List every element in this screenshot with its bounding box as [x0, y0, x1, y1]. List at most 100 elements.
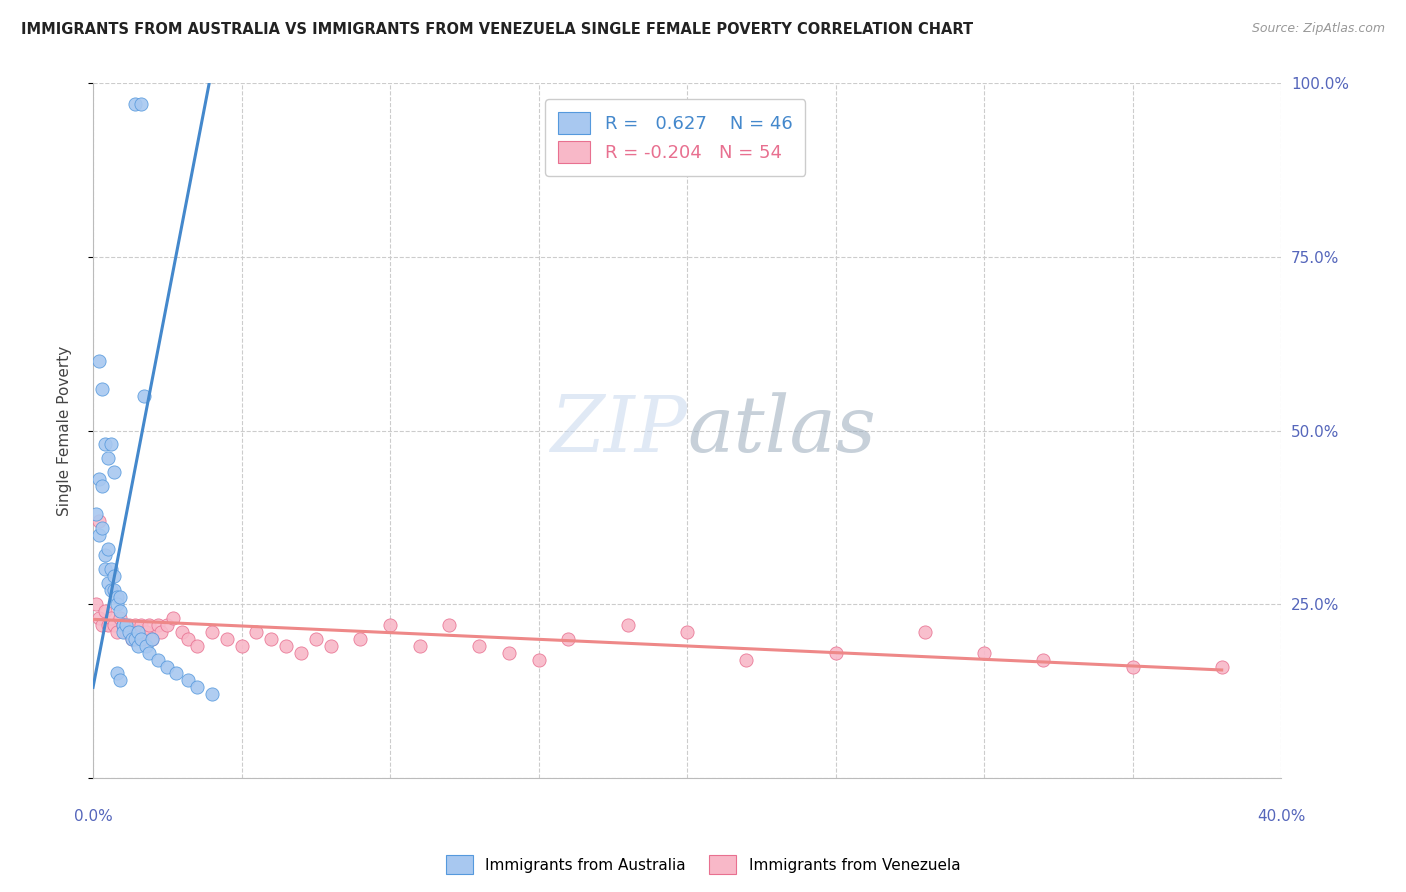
Point: [735, 652, 758, 666]
Point: [129, 632, 152, 646]
Text: 0.0%: 0.0%: [73, 809, 112, 824]
Text: atlas: atlas: [688, 392, 876, 468]
Point: [94, 437, 117, 451]
Point: [1211, 659, 1233, 673]
Point: [121, 632, 143, 646]
Point: [201, 687, 224, 701]
Point: [97, 618, 120, 632]
Point: [409, 639, 432, 653]
Point: [305, 632, 328, 646]
Point: [148, 652, 170, 666]
Point: [108, 673, 131, 688]
Point: [94, 562, 117, 576]
Point: [141, 632, 163, 646]
Point: [186, 639, 208, 653]
Point: [118, 618, 141, 632]
Point: [87, 472, 110, 486]
Point: [132, 389, 155, 403]
Text: 40.0%: 40.0%: [1257, 809, 1305, 824]
Point: [94, 549, 117, 563]
Point: [245, 624, 267, 639]
Point: [87, 354, 110, 368]
Point: [97, 576, 120, 591]
Point: [135, 624, 157, 639]
Point: [100, 611, 122, 625]
Y-axis label: Single Female Poverty: Single Female Poverty: [58, 345, 72, 516]
Legend: R =   0.627    N = 46, R = -0.204   N = 54: R = 0.627 N = 46, R = -0.204 N = 54: [546, 99, 806, 176]
Point: [129, 97, 152, 112]
Point: [177, 632, 200, 646]
Legend: Immigrants from Australia, Immigrants from Venezuela: Immigrants from Australia, Immigrants fr…: [440, 849, 966, 880]
Point: [105, 666, 128, 681]
Point: [97, 451, 120, 466]
Point: [260, 632, 283, 646]
Point: [103, 618, 125, 632]
Point: [90, 382, 112, 396]
Point: [914, 624, 936, 639]
Point: [90, 479, 112, 493]
Point: [84, 507, 107, 521]
Point: [124, 632, 146, 646]
Point: [105, 590, 128, 604]
Point: [100, 583, 122, 598]
Point: [87, 514, 110, 528]
Point: [105, 624, 128, 639]
Point: [108, 590, 131, 604]
Point: [177, 673, 200, 688]
Point: [231, 639, 253, 653]
Point: [527, 652, 550, 666]
Point: [100, 562, 122, 576]
Point: [162, 611, 184, 625]
Text: ZIP: ZIP: [550, 392, 688, 468]
Point: [824, 646, 846, 660]
Point: [103, 465, 125, 479]
Point: [156, 659, 179, 673]
Point: [114, 624, 136, 639]
Point: [114, 618, 136, 632]
Point: [973, 646, 995, 660]
Point: [127, 624, 149, 639]
Text: IMMIGRANTS FROM AUSTRALIA VS IMMIGRANTS FROM VENEZUELA SINGLE FEMALE POVERTY COR: IMMIGRANTS FROM AUSTRALIA VS IMMIGRANTS …: [21, 22, 973, 37]
Point: [676, 624, 699, 639]
Point: [97, 541, 120, 556]
Point: [129, 618, 152, 632]
Point: [378, 618, 401, 632]
Text: Source: ZipAtlas.com: Source: ZipAtlas.com: [1251, 22, 1385, 36]
Point: [439, 618, 461, 632]
Point: [90, 618, 112, 632]
Point: [274, 639, 297, 653]
Point: [138, 618, 160, 632]
Point: [84, 597, 107, 611]
Point: [127, 624, 149, 639]
Point: [172, 624, 194, 639]
Point: [111, 624, 134, 639]
Point: [201, 624, 224, 639]
Point: [135, 639, 157, 653]
Point: [498, 646, 520, 660]
Point: [105, 597, 128, 611]
Point: [1032, 652, 1054, 666]
Point: [111, 618, 134, 632]
Point: [557, 632, 579, 646]
Point: [94, 604, 117, 618]
Point: [1122, 659, 1144, 673]
Point: [124, 618, 146, 632]
Point: [616, 618, 638, 632]
Point: [132, 632, 155, 646]
Point: [290, 646, 312, 660]
Point: [138, 646, 160, 660]
Point: [108, 611, 131, 625]
Point: [103, 583, 125, 598]
Point: [90, 521, 112, 535]
Point: [150, 624, 173, 639]
Point: [100, 437, 122, 451]
Point: [156, 618, 179, 632]
Point: [103, 569, 125, 583]
Point: [319, 639, 342, 653]
Point: [108, 604, 131, 618]
Point: [186, 681, 208, 695]
Point: [127, 639, 149, 653]
Point: [148, 618, 170, 632]
Point: [118, 624, 141, 639]
Point: [87, 611, 110, 625]
